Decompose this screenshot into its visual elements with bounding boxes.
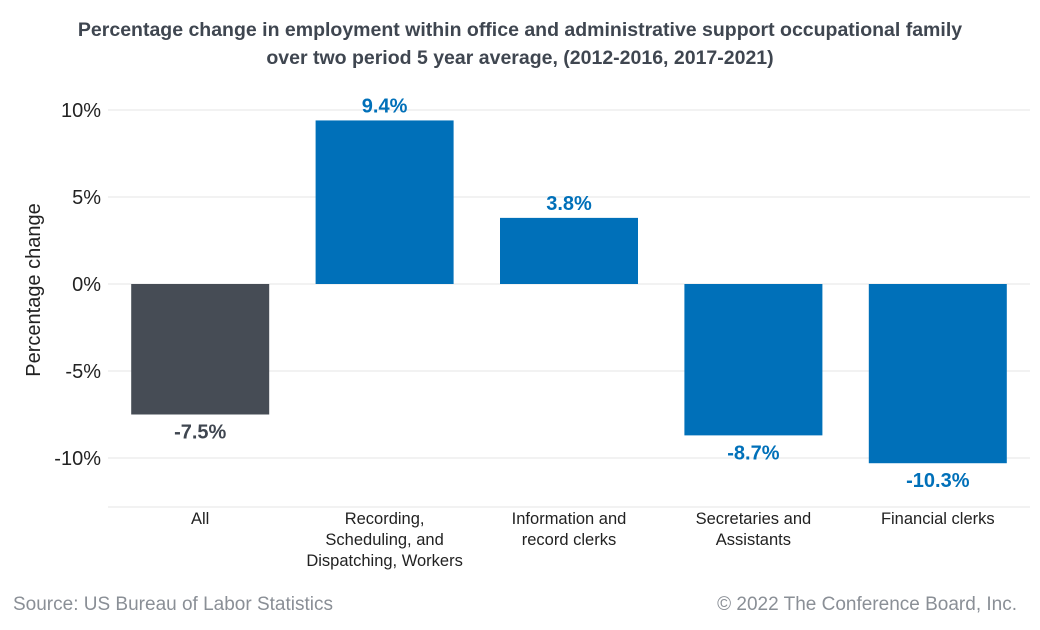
x-tick-label: Information and record clerks — [512, 510, 627, 549]
y-axis-ticks: 10% 5% 0% -5% -10% — [54, 100, 101, 470]
bar — [315, 120, 454, 284]
chart-title-line-2: over two period 5 year average, (2012-20… — [266, 47, 774, 69]
x-tick-label: Recording, Scheduling, and Dispatching, Wo… — [306, 510, 463, 570]
y-tick-label: 5% — [72, 187, 101, 209]
bar — [868, 284, 1007, 464]
bars — [131, 120, 1007, 464]
x-axis-labels: All Recording, Scheduling, and Dispatching,… — [191, 510, 995, 570]
value-labels: -7.5% 9.4% 3.8% -8.7% -10.3% — [174, 95, 970, 492]
x-tick-label: Secretaries and Assistants — [696, 510, 812, 549]
y-tick-label: -10% — [54, 448, 101, 470]
copyright-note: © 2022 The Conference Board, Inc. — [717, 594, 1017, 615]
chart-title-line-1: Percentage change in employment within o… — [77, 19, 963, 41]
chart-title: Percentage change in employment within o… — [0, 16, 1040, 72]
source-note: Source: US Bureau of Labor Statistics — [13, 594, 333, 615]
y-tick-label: -5% — [65, 361, 101, 383]
value-label: -7.5% — [174, 422, 226, 444]
bar — [131, 284, 270, 415]
x-tick-label-line: Financial clerks — [881, 510, 995, 528]
bar-chart: 10% 5% 0% -5% -10% Percentage change -7.5% 9.… — [23, 95, 1030, 570]
x-tick-label-line: Information and — [512, 510, 627, 528]
bar — [500, 217, 638, 284]
x-tick-label: Financial clerks — [881, 510, 995, 528]
x-tick-label-line: Secretaries and — [696, 510, 812, 528]
value-label: -8.7% — [727, 442, 779, 464]
x-tick-label-line: Assistants — [716, 531, 791, 549]
y-axis-title: Percentage change — [23, 203, 45, 376]
x-tick-label-line: Dispatching, Workers — [306, 552, 463, 570]
value-label: 3.8% — [546, 193, 592, 215]
x-tick-label-line: Scheduling, and — [325, 531, 443, 549]
y-tick-label: 0% — [72, 274, 101, 296]
x-tick-label-line: record clerks — [522, 531, 616, 549]
value-label: -10.3% — [906, 470, 970, 492]
y-tick-label: 10% — [61, 100, 101, 122]
value-label: 9.4% — [362, 95, 408, 117]
x-tick-label: All — [191, 510, 209, 528]
bar — [684, 284, 823, 436]
x-tick-label-line: All — [191, 510, 209, 528]
x-tick-label-line: Recording, — [345, 510, 425, 528]
